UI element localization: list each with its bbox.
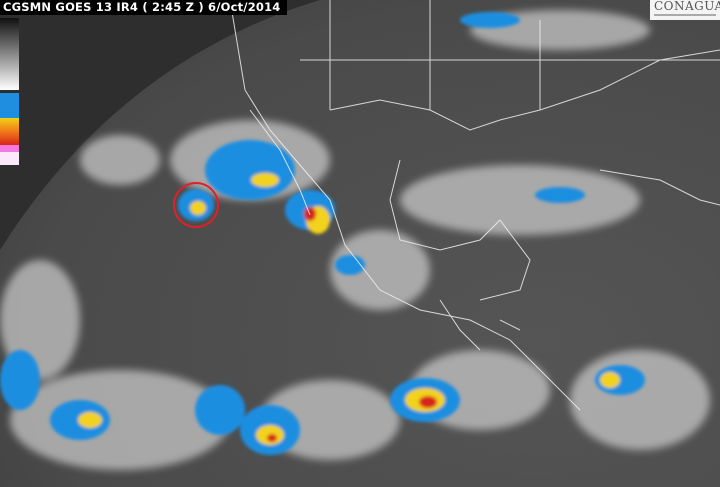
earth-limb (0, 0, 320, 250)
storm-marker-circle (173, 182, 219, 228)
logo-text: CONAGUA (654, 0, 720, 13)
cold-cloud-tops (0, 12, 645, 455)
coastlines-borders (229, 0, 720, 411)
conagua-logo: CONAGUA (650, 0, 720, 20)
image-title: CGSMN GOES 13 IR4 ( 2:45 Z ) 6/Oct/2014 (0, 0, 287, 15)
color-scale-legend (0, 18, 19, 165)
